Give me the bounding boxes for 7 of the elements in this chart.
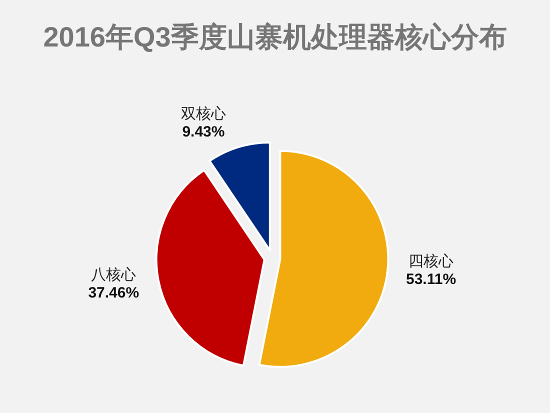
chart-title: 2016年Q3季度山寨机处理器核心分布 xyxy=(43,22,507,52)
slice-label: 八核心 xyxy=(91,266,136,284)
data-label: 53.11% xyxy=(406,271,456,288)
data-label: 9.43% xyxy=(182,123,225,140)
slice-label: 双核心 xyxy=(180,105,226,122)
slice-label: 四核心 xyxy=(408,253,454,270)
data-label: 37.46% xyxy=(88,284,140,302)
